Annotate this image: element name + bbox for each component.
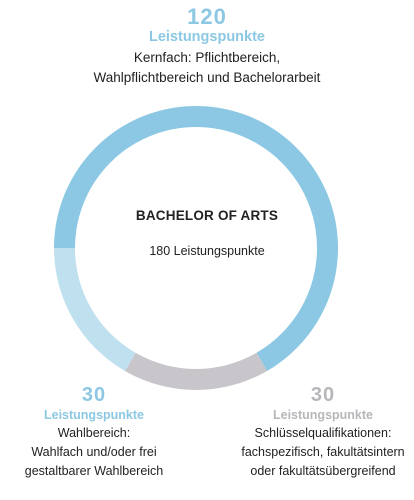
elective-description-line: Wahlbereich: bbox=[57, 426, 131, 440]
key-qualifications-description-line: Schlüsselqualifikationen: bbox=[254, 426, 392, 440]
key-qualifications-description-line: oder fakultätsübergreifend bbox=[250, 464, 396, 478]
elective-points-value: 30 bbox=[81, 384, 107, 406]
elective-description-line: gestaltbarer Wahlbereich bbox=[24, 464, 164, 478]
key-qualifications-points-unit: Leistungspunkte bbox=[272, 408, 373, 422]
core-segment-label: 120 Leistungspunkte Kernfach: Pflichtber… bbox=[57, 6, 357, 88]
core-description-line: Wahlpflichtbereich und Bachelorarbeit bbox=[93, 70, 321, 85]
core-points-unit: Leistungspunkte bbox=[148, 29, 265, 45]
chart-title: BACHELOR OF ARTS bbox=[135, 208, 279, 223]
chart-total: 180 Leistungspunkte bbox=[149, 244, 265, 258]
key-qualifications-description-line: fachspezifisch, fakultätsintern bbox=[241, 445, 405, 459]
donut-segment-key-qualifications bbox=[125, 352, 267, 390]
donut-segment-elective bbox=[54, 248, 136, 371]
key-qualifications-description: Schlüsselqualifikationen: fachspezifisch… bbox=[233, 424, 413, 481]
core-description-line: Kernfach: Pflichtbereich, bbox=[133, 50, 281, 65]
key-qualifications-segment-label: 30 Leistungspunkte Schlüsselqualifikatio… bbox=[233, 385, 413, 481]
elective-description-line: Wahlfach und/oder frei bbox=[31, 445, 157, 459]
elective-description: Wahlbereich: Wahlfach und/oder frei gest… bbox=[14, 424, 174, 481]
elective-points-unit: Leistungspunkte bbox=[43, 408, 144, 422]
core-description: Kernfach: Pflichtbereich, Wahlpflichtber… bbox=[57, 48, 357, 88]
elective-segment-label: 30 Leistungspunkte Wahlbereich: Wahlfach… bbox=[14, 385, 174, 481]
key-qualifications-points-value: 30 bbox=[310, 384, 336, 406]
core-points-value: 120 bbox=[187, 4, 227, 29]
